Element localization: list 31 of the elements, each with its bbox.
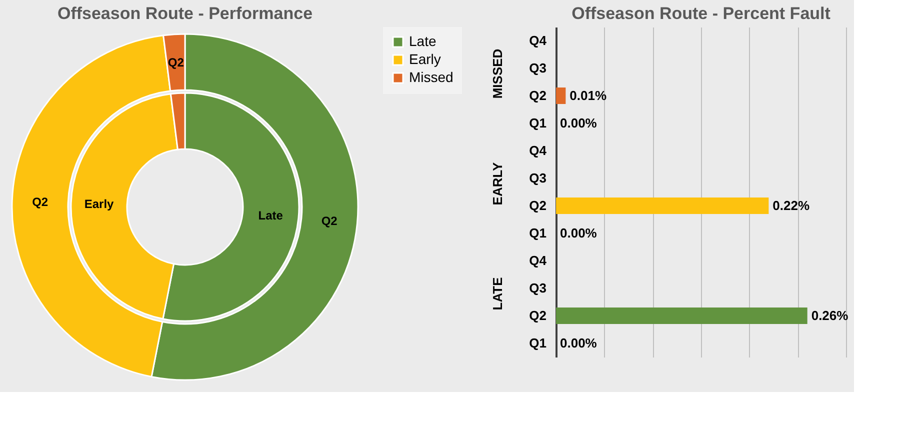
- y-tick-label: Q4: [529, 142, 548, 158]
- data-label: 0.00%: [560, 335, 598, 350]
- data-label: Q2: [321, 214, 338, 228]
- data-label: Q2: [32, 194, 48, 209]
- y-tick-label: Q3: [529, 280, 546, 296]
- text: MISSED: [490, 48, 505, 99]
- y-tick-label: Q4: [529, 32, 548, 48]
- y-tick-label: Q1: [529, 115, 546, 130]
- y-tick-label: Q2: [529, 88, 546, 103]
- data-label: 0.22%: [772, 198, 810, 213]
- y-tick-label: Q3: [529, 60, 546, 76]
- y-tick-label: Q1: [529, 225, 546, 240]
- legend-label: Missed: [409, 69, 454, 85]
- text: EARLY: [490, 162, 505, 206]
- data-label: 0.00%: [560, 225, 598, 240]
- y-tick-label: Q2: [529, 198, 546, 213]
- data-label: 0.26%: [811, 308, 849, 323]
- data-label: Early: [84, 197, 114, 212]
- y-tick-label: Q2: [529, 308, 546, 323]
- y-tick-label: Q3: [529, 170, 546, 186]
- y-tick-label: Q1: [529, 335, 546, 350]
- chart-title: Offseason Route - Performance: [57, 4, 313, 23]
- data-label: 0.01%: [570, 88, 607, 103]
- chart-title: Offseason Route - Percent Fault: [572, 4, 831, 23]
- data-label: Q2: [168, 55, 184, 70]
- legend-label: Early: [409, 51, 441, 67]
- data-label: 0.00%: [560, 115, 598, 130]
- data-label: Late: [258, 208, 284, 222]
- text: LATE: [490, 276, 505, 310]
- y-tick-label: Q4: [529, 252, 548, 268]
- legend-label: Late: [409, 33, 436, 49]
